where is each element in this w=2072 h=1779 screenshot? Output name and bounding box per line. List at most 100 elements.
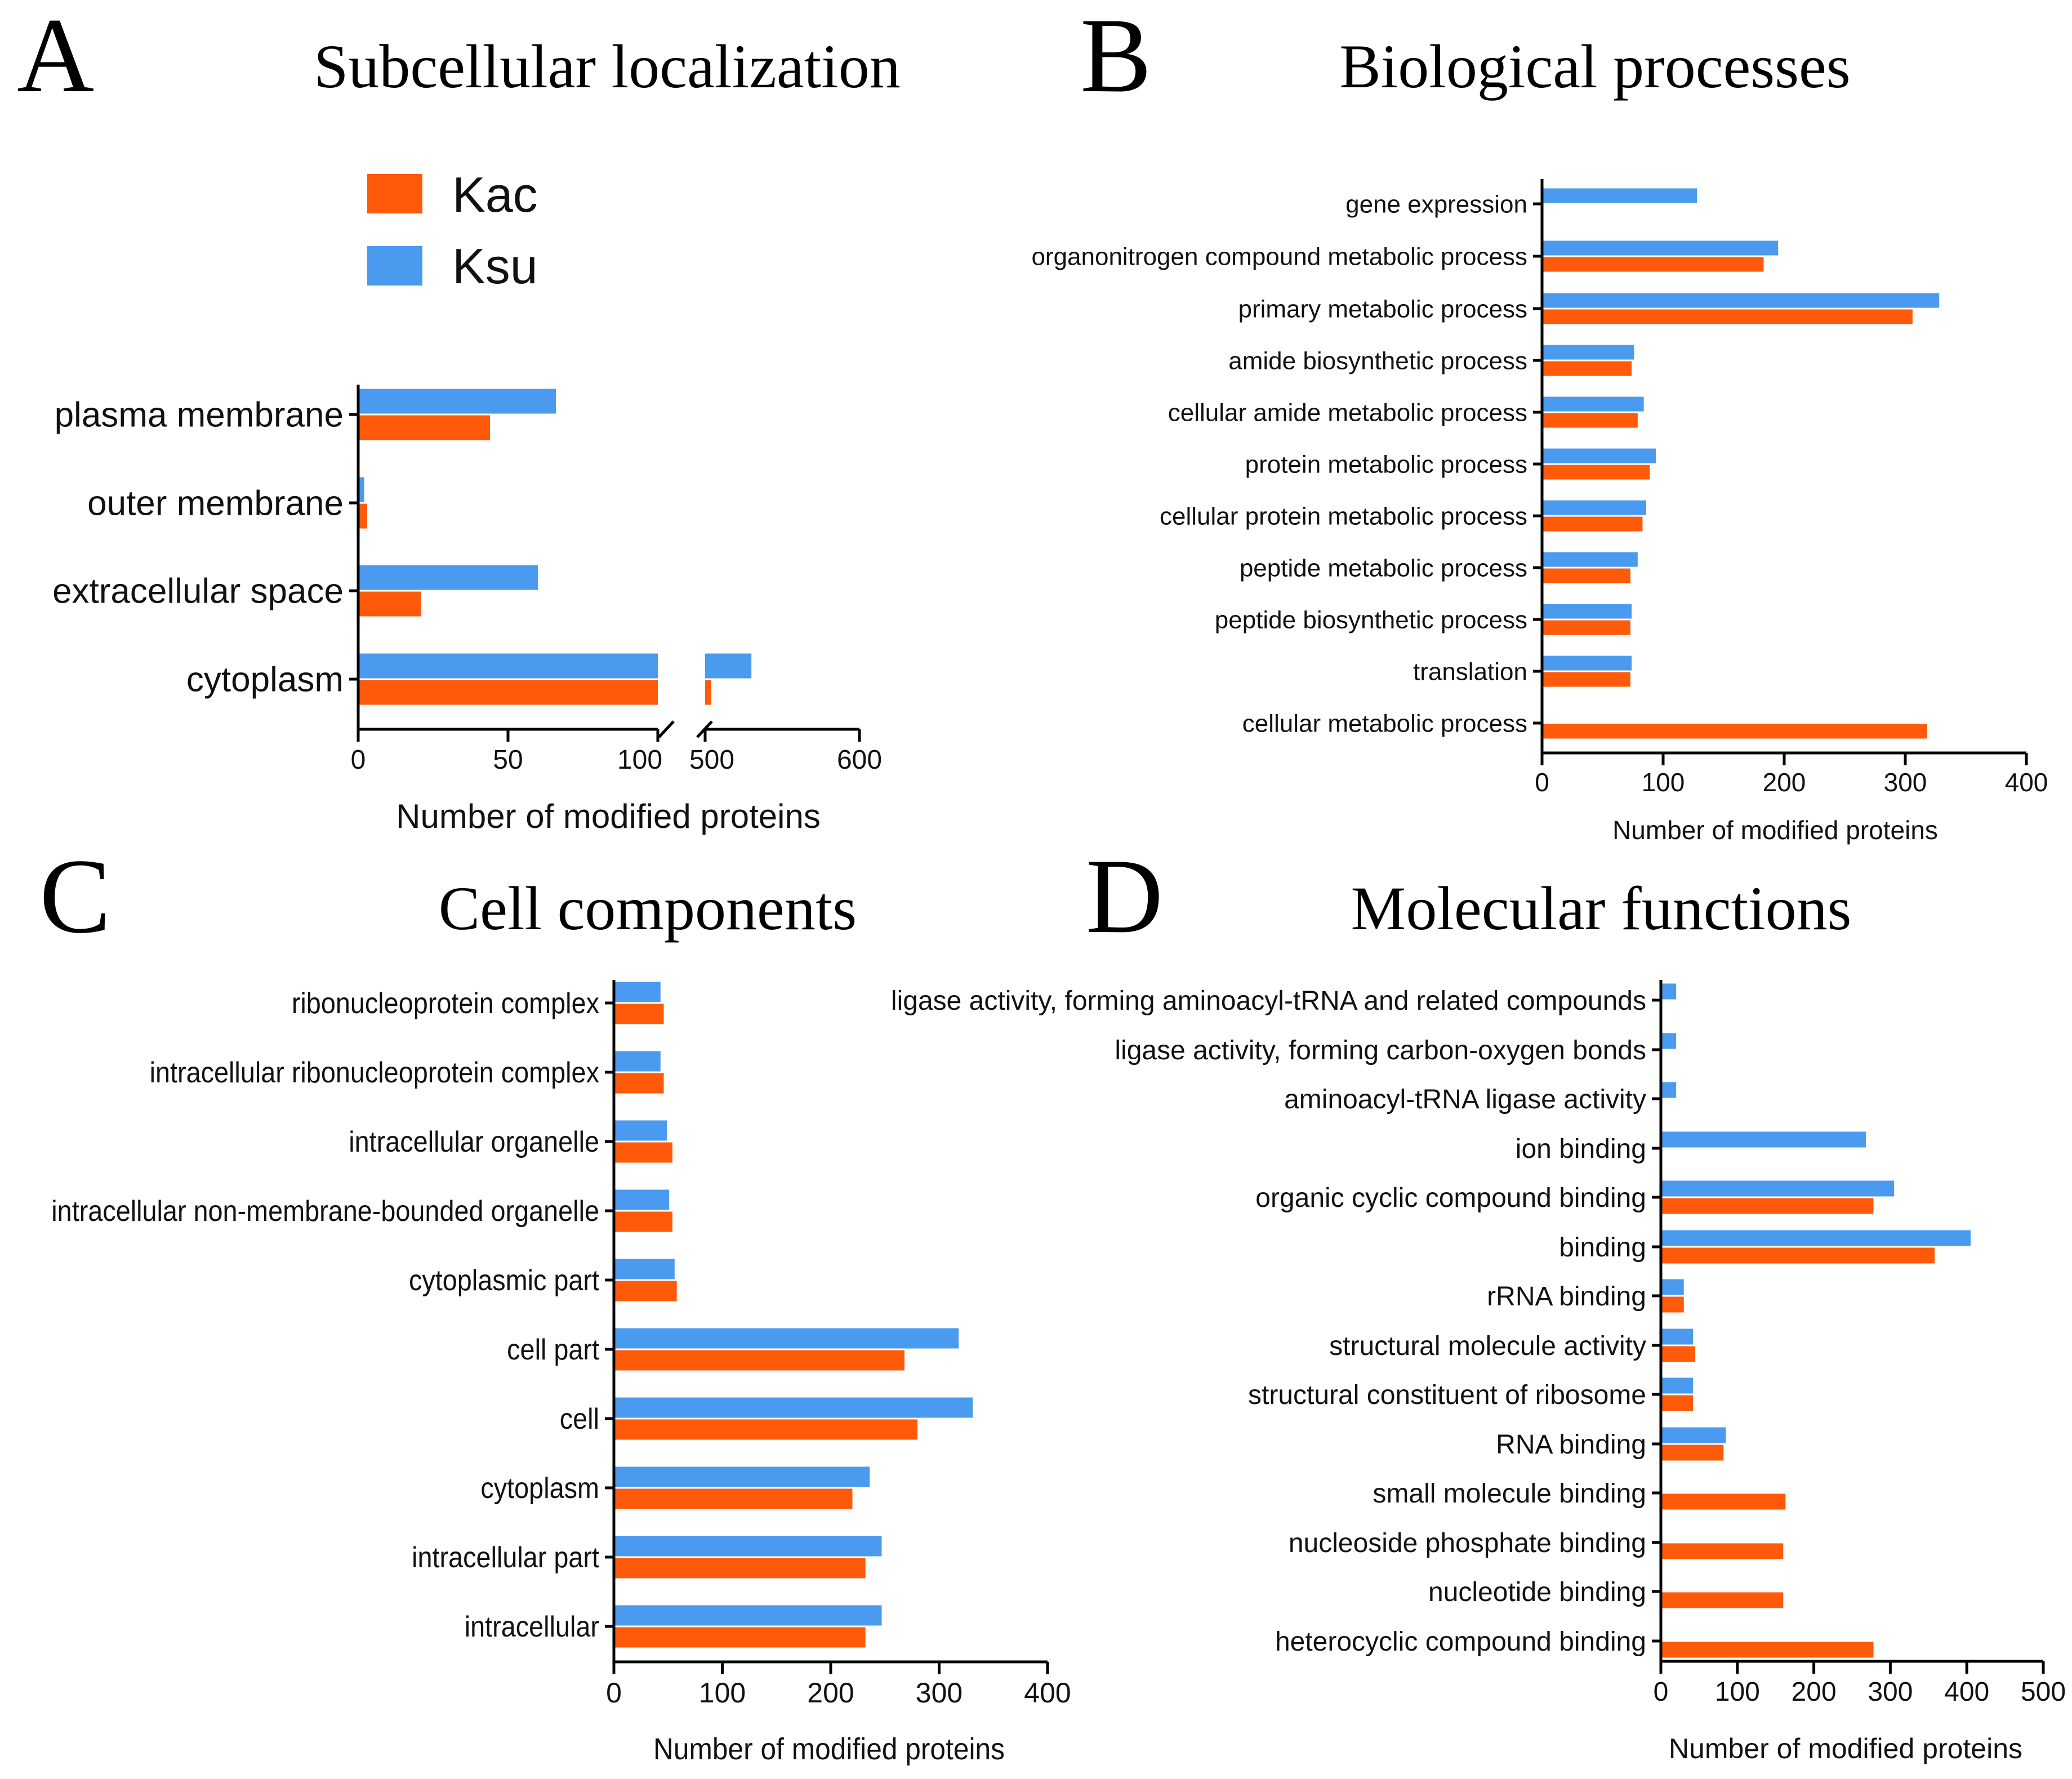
d-bar-kac-heterocyclic-compound-binding <box>1661 1642 1874 1658</box>
c-bar-kac-intracellular-organelle <box>614 1142 672 1163</box>
a-axis-break-mark <box>658 720 675 738</box>
d-bar-kac-nucleotide-binding <box>1661 1592 1784 1608</box>
b-category-label-protein-metabolic-process: protein metabolic process <box>1245 451 1527 478</box>
c-bar-kac-cytoplasm <box>614 1488 853 1509</box>
c-bar-ksu-intracellular <box>614 1605 882 1626</box>
c-bar-ksu-ribonucleoprotein-complex <box>614 982 661 1002</box>
a-bar-ksu-outer-membrane <box>358 477 364 502</box>
b-bar-kac-protein-metabolic-process <box>1542 465 1650 480</box>
d-x-tick-label: 0 <box>1654 1677 1669 1707</box>
a-x-tick-label: 500 <box>689 745 734 775</box>
d-category-label-rrna-binding: rRNA binding <box>1487 1282 1646 1312</box>
d-bar-ksu-rna-binding <box>1661 1427 1726 1443</box>
b-bar-kac-peptide-biosynthetic-process <box>1542 620 1630 635</box>
c-bar-kac-cytoplasmic-part <box>614 1281 677 1301</box>
c-bar-ksu-intracellular-ribonucleoprotein-complex <box>614 1051 661 1072</box>
b-category-label-gene-expression: gene expression <box>1345 190 1527 218</box>
b-bar-ksu-amide-biosynthetic-process <box>1542 345 1634 360</box>
c-category-label-intracellular-ribonucleoprotein-complex: intracellular ribonucleoprotein complex <box>150 1056 600 1089</box>
b-bar-ksu-peptide-metabolic-process <box>1542 552 1638 567</box>
d-category-label-organic-cyclic-compound-binding: organic cyclic compound binding <box>1255 1183 1646 1213</box>
d-bar-ksu-ligase-activity-forming-carbon-oxygen-bonds <box>1661 1033 1677 1049</box>
d-bar-ksu-organic-cyclic-compound-binding <box>1661 1180 1895 1197</box>
b-category-label-organonitrogen-compound-metabolic-process: organonitrogen compound metabolic proces… <box>1031 243 1527 270</box>
b-bar-kac-peptide-metabolic-process <box>1542 568 1630 583</box>
a-x-tick-label: 600 <box>837 745 882 775</box>
panel-d-plot: ligase activity, forming aminoacyl-tRNA … <box>891 980 2066 1707</box>
b-bar-kac-primary-metabolic-process <box>1542 309 1913 324</box>
b-x-tick-label: 100 <box>1642 768 1685 797</box>
panel-a-x-axis-label: Number of modified proteins <box>396 797 821 835</box>
b-bar-kac-organonitrogen-compound-metabolic-process <box>1542 257 1764 272</box>
d-category-label-small-molecule-binding: small molecule binding <box>1373 1479 1646 1509</box>
b-bar-ksu-translation <box>1542 656 1632 671</box>
c-category-label-cell: cell <box>560 1403 599 1435</box>
panel-a: A Subcellular localization Kac Ksu plasm… <box>17 0 901 835</box>
d-bar-kac-nucleoside-phosphate-binding <box>1661 1543 1784 1559</box>
b-category-label-cellular-metabolic-process: cellular metabolic process <box>1242 710 1527 737</box>
d-bar-kac-organic-cyclic-compound-binding <box>1661 1198 1874 1214</box>
legend: Kac Ksu <box>367 167 538 294</box>
a-bar-ksu-cytoplasm-seg1 <box>358 653 658 679</box>
d-bar-ksu-binding <box>1661 1230 1971 1246</box>
d-bar-ksu-rrna-binding <box>1661 1279 1684 1295</box>
panel-a-title: Subcellular localization <box>314 32 901 101</box>
a-category-label-cytoplasm: cytoplasm <box>186 661 344 699</box>
panel-b-letter: B <box>1080 0 1152 115</box>
a-category-label-plasma-membrane: plasma membrane <box>55 396 344 435</box>
a-bar-kac-outer-membrane <box>358 503 367 529</box>
panel-c-plot: ribonucleoprotein complex intracellular r… <box>51 980 1071 1709</box>
a-bar-ksu-plasma-membrane <box>358 389 556 414</box>
legend-ksu-swatch <box>367 246 422 286</box>
b-x-tick-label: 0 <box>1535 768 1549 797</box>
b-bar-kac-amide-biosynthetic-process <box>1542 361 1632 376</box>
panel-a-letter: A <box>17 0 94 115</box>
b-bar-kac-translation <box>1542 672 1630 687</box>
b-bar-kac-cellular-amide-metabolic-process <box>1542 413 1638 428</box>
c-category-label-cell-part: cell part <box>507 1334 599 1366</box>
a-category-label-extracellular-space: extracellular space <box>52 572 344 611</box>
panel-c-letter: C <box>39 837 111 956</box>
c-bar-ksu-cell-part <box>614 1328 959 1349</box>
a-bar-kac-cytoplasm-seg1 <box>358 680 658 705</box>
c-x-tick-label: 0 <box>606 1677 622 1709</box>
a-bar-ksu-cytoplasm-seg2 <box>705 653 752 679</box>
panel-d: D Molecular functions ligase activity, f… <box>891 837 2066 1764</box>
panel-b-title: Biological processes <box>1339 32 1850 101</box>
legend-kac-label: Kac <box>452 167 538 222</box>
c-category-label-ribonucleoprotein-complex: ribonucleoprotein complex <box>292 987 599 1020</box>
d-category-label-binding: binding <box>1559 1233 1646 1263</box>
d-category-label-aminoacyl-trna-ligase-activity: aminoacyl-tRNA ligase activity <box>1284 1085 1646 1114</box>
b-bar-ksu-peptide-biosynthetic-process <box>1542 604 1632 619</box>
c-bar-ksu-intracellular-organelle <box>614 1120 667 1141</box>
c-bar-kac-intracellular-part <box>614 1558 866 1579</box>
c-category-label-intracellular-non-membrane-bounded-organelle: intracellular non-membrane-bounded organ… <box>51 1195 599 1228</box>
a-x-tick-label: 0 <box>351 745 366 775</box>
d-category-label-structural-constituent-of-ribosome: structural constituent of ribosome <box>1248 1380 1646 1410</box>
b-bar-kac-cellular-metabolic-process <box>1542 724 1927 739</box>
panel-d-x-axis-label: Number of modified proteins <box>1669 1733 2022 1764</box>
panel-b-x-axis-label: Number of modified proteins <box>1612 815 1938 845</box>
d-x-tick-label: 200 <box>1792 1677 1837 1707</box>
b-category-label-amide-biosynthetic-process: amide biosynthetic process <box>1228 347 1527 374</box>
d-category-label-heterocyclic-compound-binding: heterocyclic compound binding <box>1275 1627 1646 1657</box>
c-category-label-intracellular-organelle: intracellular organelle <box>349 1126 599 1158</box>
c-bar-ksu-cell <box>614 1397 973 1418</box>
d-bar-ksu-aminoacyl-trna-ligase-activity <box>1661 1082 1677 1098</box>
d-category-label-ligase-activity-forming-aminoacyl-trna-and-related-compounds: ligase activity, forming aminoacyl-tRNA … <box>891 986 1646 1016</box>
legend-kac-swatch <box>367 174 422 213</box>
b-category-label-cellular-protein-metabolic-process: cellular protein metabolic process <box>1160 502 1527 530</box>
b-category-label-translation: translation <box>1413 658 1527 685</box>
panel-d-title: Molecular functions <box>1351 874 1852 943</box>
c-bar-kac-intracellular-non-membrane-bounded-organelle <box>614 1211 672 1232</box>
d-category-label-nucleotide-binding: nucleotide binding <box>1428 1577 1646 1607</box>
b-bar-ksu-gene-expression <box>1542 188 1697 203</box>
b-category-label-cellular-amide-metabolic-process: cellular amide metabolic process <box>1168 399 1527 426</box>
b-category-label-peptide-metabolic-process: peptide metabolic process <box>1240 554 1527 582</box>
b-bar-ksu-cellular-protein-metabolic-process <box>1542 500 1646 515</box>
a-x-tick-label: 50 <box>493 745 523 775</box>
b-bar-ksu-primary-metabolic-process <box>1542 293 1940 308</box>
a-x-tick-label: 100 <box>617 745 662 775</box>
b-bar-ksu-organonitrogen-compound-metabolic-process <box>1542 240 1779 256</box>
